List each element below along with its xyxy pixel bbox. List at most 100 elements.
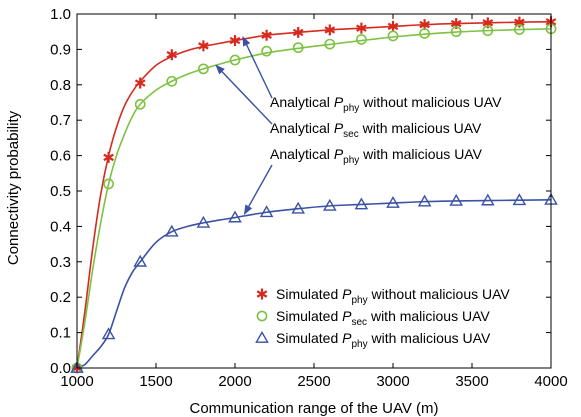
annotation-label-subscript: phy bbox=[343, 103, 359, 114]
legend-marker-stroke bbox=[256, 290, 268, 298]
simulated-point-0-10-stroke bbox=[387, 22, 399, 31]
legend-entry-suffix: with malicious UAV bbox=[367, 308, 490, 324]
legend-entry-prefix: Simulated bbox=[276, 286, 342, 302]
legend-entry-subscript: phy bbox=[352, 339, 368, 350]
simulated-point-2-4 bbox=[196, 215, 211, 228]
simulated-point-2-14 bbox=[512, 193, 527, 206]
x-tick-label: 3500 bbox=[455, 373, 488, 390]
legend-entry-suffix: with malicious UAV bbox=[368, 330, 491, 346]
simulated-point-2-7 bbox=[291, 201, 306, 214]
simulated-point-0-14-stroke bbox=[514, 18, 525, 26]
x-tick-label: 2000 bbox=[218, 373, 251, 390]
x-axis-label: Communication range of the UAV (m) bbox=[190, 400, 439, 417]
simulated-point-0-1 bbox=[103, 151, 114, 163]
annotation-label-symbol: P bbox=[334, 94, 344, 110]
simulated-point-0-8-stroke bbox=[324, 26, 336, 34]
y-tick-label: 0.5 bbox=[50, 183, 71, 200]
simulated-point-0-14 bbox=[514, 16, 525, 28]
simulated-point-0-11-stroke bbox=[419, 20, 430, 29]
legend: Simulated Pphy without malicious UAVSimu… bbox=[255, 286, 510, 350]
simulated-point-0-13-stroke bbox=[482, 19, 494, 27]
annotations: Analytical Pphy without malicious UAVAna… bbox=[215, 36, 502, 215]
annotation-label-symbol: P bbox=[334, 120, 344, 136]
simulated-point-2-9 bbox=[354, 197, 369, 210]
simulated-point-1-6 bbox=[261, 45, 272, 57]
simulated-point-0-9-stroke bbox=[356, 24, 367, 32]
simulated-point-1-3 bbox=[166, 75, 178, 87]
simulated-point-0-1-stroke bbox=[103, 153, 114, 162]
simulated-point-0-6-stroke bbox=[261, 31, 272, 39]
simulated-point-2-12 bbox=[449, 193, 464, 206]
legend-entry: Simulated Pphy without malicious UAV bbox=[276, 286, 510, 306]
x-tick-label: 1500 bbox=[139, 373, 172, 390]
annotation-label-suffix: with malicious UAV bbox=[359, 146, 482, 162]
simulated-point-1-2 bbox=[134, 98, 146, 110]
simulated-point-0-9 bbox=[356, 22, 367, 34]
simulated-point-0-7-stroke bbox=[292, 28, 304, 37]
simulated-point-0-8 bbox=[324, 24, 336, 36]
annotation-label-subscript: phy bbox=[343, 155, 359, 166]
y-tick-label: 1.0 bbox=[50, 6, 71, 23]
simulated-point-1-5 bbox=[229, 54, 241, 66]
simulated-point-0-12-stroke bbox=[450, 19, 462, 28]
annotation-label-prefix: Analytical bbox=[270, 120, 334, 136]
y-tick-label: 0.9 bbox=[50, 41, 71, 58]
annotation-label-suffix: without malicious UAV bbox=[359, 94, 502, 110]
annotation-label: Analytical Pphy with malicious UAV bbox=[270, 146, 483, 166]
y-tick-label: 0.3 bbox=[50, 254, 71, 271]
y-tick-label: 0.2 bbox=[50, 289, 71, 306]
axes: 1000 1500 2000 2500 3000 3500 4000 0.0 0.1 0.2 0.3… bbox=[50, 6, 568, 390]
simulated-point-2-8 bbox=[322, 198, 337, 211]
legend-marker bbox=[256, 288, 268, 300]
simulated-point-1-13 bbox=[482, 25, 494, 37]
simulated-point-2-1 bbox=[101, 327, 116, 340]
simulated-point-0-6 bbox=[261, 29, 272, 41]
legend-marker bbox=[255, 330, 269, 343]
legend-entry-prefix: Simulated bbox=[276, 330, 342, 346]
simulated-point-0-4 bbox=[198, 40, 209, 52]
simulated-point-1-9 bbox=[355, 34, 367, 45]
simulated-point-1-14 bbox=[514, 24, 525, 35]
analytical-curve-4 bbox=[76, 28, 552, 369]
simulated-point-0-5-stroke bbox=[229, 36, 241, 45]
simulated-point-2-2 bbox=[133, 254, 148, 267]
x-tick-label: 2500 bbox=[297, 373, 330, 390]
simulated-markers bbox=[70, 16, 558, 374]
legend-entry-prefix: Simulated bbox=[276, 308, 342, 324]
annotation-label: Analytical Psec with malicious UAV bbox=[270, 120, 482, 140]
simulated-point-1-7 bbox=[292, 42, 304, 54]
annotation-arrow bbox=[215, 64, 273, 125]
simulated-point-2-6 bbox=[259, 205, 274, 218]
x-tick-label: 4000 bbox=[534, 373, 567, 390]
simulated-point-0-3-stroke bbox=[166, 51, 178, 59]
x-tick-label: 1000 bbox=[60, 373, 93, 390]
legend-marker bbox=[256, 310, 268, 322]
annotation-label-subscript: sec bbox=[343, 129, 359, 140]
legend-entry-symbol: P bbox=[342, 286, 352, 302]
legend-entry: Simulated Pphy with malicious UAV bbox=[276, 330, 491, 350]
y-tick-label: 0.4 bbox=[50, 218, 71, 235]
annotation-label-prefix: Analytical bbox=[270, 146, 334, 162]
simulated-point-0-3 bbox=[166, 49, 178, 61]
legend-entry-subscript: sec bbox=[352, 317, 368, 328]
simulated-point-1-10 bbox=[387, 30, 399, 42]
legend-entry-symbol: P bbox=[342, 308, 352, 324]
annotation-label-symbol: P bbox=[334, 146, 344, 162]
simulated-point-2-5 bbox=[228, 210, 242, 223]
simulated-point-1-11 bbox=[419, 28, 430, 39]
annotation-label: Analytical Pphy without malicious UAV bbox=[270, 94, 502, 114]
y-tick-label: 0.8 bbox=[50, 77, 71, 94]
y-tick-label: 0.1 bbox=[50, 325, 71, 342]
simulated-point-2-3 bbox=[164, 224, 179, 237]
annotation-arrow bbox=[242, 36, 273, 99]
simulated-point-0-10 bbox=[387, 20, 399, 32]
y-tick-label: 0.7 bbox=[50, 112, 71, 129]
simulated-point-1-8 bbox=[324, 38, 336, 50]
simulated-point-2-13 bbox=[480, 193, 495, 206]
analytical-curve-5 bbox=[76, 199, 552, 369]
simulated-point-2-10 bbox=[386, 196, 400, 208]
simulated-point-0-5 bbox=[229, 35, 241, 47]
simulated-point-0-7 bbox=[292, 26, 304, 38]
